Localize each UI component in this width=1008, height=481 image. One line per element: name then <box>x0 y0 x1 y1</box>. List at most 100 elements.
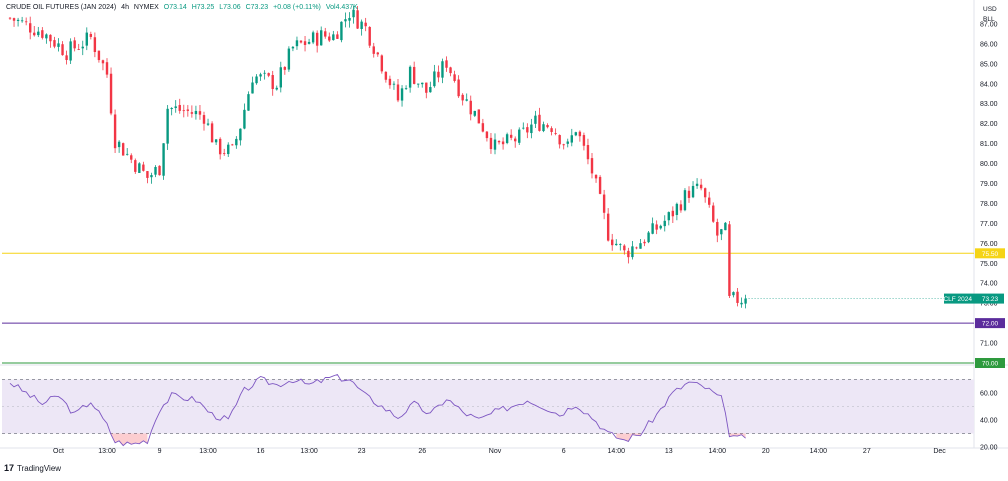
candle-body[interactable] <box>461 94 464 101</box>
candle-body[interactable] <box>449 67 452 74</box>
candle-body[interactable] <box>45 34 48 39</box>
candle-body[interactable] <box>267 73 270 76</box>
candle-body[interactable] <box>8 17 12 19</box>
candle-body[interactable] <box>473 110 476 116</box>
candle-body[interactable] <box>24 21 28 23</box>
candle-body[interactable] <box>263 72 266 74</box>
candle-body[interactable] <box>352 9 355 18</box>
candle-body[interactable] <box>324 31 327 37</box>
candle-body[interactable] <box>85 32 88 46</box>
candle-body[interactable] <box>671 210 675 217</box>
candle-body[interactable] <box>574 132 578 136</box>
candle-body[interactable] <box>218 138 222 155</box>
candle-body[interactable] <box>606 213 610 241</box>
candle-body[interactable] <box>364 22 367 27</box>
candle-body[interactable] <box>445 60 448 68</box>
candle-body[interactable] <box>611 239 614 246</box>
candle-body[interactable] <box>275 87 278 90</box>
candle-body[interactable] <box>344 19 347 22</box>
candle-body[interactable] <box>380 55 384 72</box>
candle-body[interactable] <box>675 203 679 215</box>
candle-body[interactable] <box>493 139 497 150</box>
candle-body[interactable] <box>647 232 650 243</box>
candle-body[interactable] <box>73 40 76 49</box>
candle-body[interactable] <box>740 302 743 305</box>
candle-body[interactable] <box>518 129 521 143</box>
candle-body[interactable] <box>392 83 396 85</box>
candle-body[interactable] <box>41 30 44 38</box>
candle-body[interactable] <box>360 21 363 29</box>
candle-body[interactable] <box>683 190 687 211</box>
candle-body[interactable] <box>158 165 161 176</box>
candle-body[interactable] <box>570 135 573 143</box>
candle-body[interactable] <box>295 40 299 47</box>
candle-body[interactable] <box>441 61 444 78</box>
candle-body[interactable] <box>214 139 218 143</box>
candle-body[interactable] <box>469 100 472 115</box>
candle-body[interactable] <box>514 138 517 142</box>
candle-body[interactable] <box>154 166 157 175</box>
candle-body[interactable] <box>667 212 670 221</box>
candle-body[interactable] <box>186 109 190 111</box>
candle-body[interactable] <box>37 31 40 36</box>
candle-body[interactable] <box>562 144 565 146</box>
candle-body[interactable] <box>453 74 456 81</box>
candle-body[interactable] <box>336 34 339 39</box>
candle-body[interactable] <box>481 123 485 132</box>
candle-body[interactable] <box>368 26 371 46</box>
candle-body[interactable] <box>421 82 424 85</box>
candle-body[interactable] <box>194 110 198 115</box>
candle-body[interactable] <box>190 112 194 114</box>
candle-body[interactable] <box>109 73 113 114</box>
candle-body[interactable] <box>101 60 105 64</box>
candle-body[interactable] <box>522 127 525 129</box>
candle-body[interactable] <box>437 71 440 78</box>
candle-body[interactable] <box>320 30 323 46</box>
candle-body[interactable] <box>720 229 723 235</box>
candle-body[interactable] <box>69 41 72 61</box>
candle-body[interactable] <box>182 110 185 112</box>
candle-body[interactable] <box>639 243 642 249</box>
candle-body[interactable] <box>708 197 711 205</box>
candle-body[interactable] <box>105 62 109 75</box>
candle-body[interactable] <box>691 185 695 198</box>
candle-body[interactable] <box>679 204 683 211</box>
candle-body[interactable] <box>623 245 626 251</box>
candle-body[interactable] <box>736 291 739 303</box>
candle-body[interactable] <box>631 246 634 258</box>
candle-body[interactable] <box>259 74 262 77</box>
candle-body[interactable] <box>283 67 287 70</box>
candle-body[interactable] <box>16 19 20 22</box>
candle-body[interactable] <box>162 143 165 176</box>
candle-body[interactable] <box>542 124 545 132</box>
candle-body[interactable] <box>372 46 375 54</box>
candle-body[interactable] <box>247 94 250 111</box>
candle-body[interactable] <box>687 190 691 198</box>
candle-body[interactable] <box>505 134 509 144</box>
candle-body[interactable] <box>77 49 80 50</box>
candle-body[interactable] <box>400 88 404 101</box>
candle-body[interactable] <box>590 158 594 174</box>
candle-body[interactable] <box>20 20 24 22</box>
candle-body[interactable] <box>303 41 307 45</box>
candle-body[interactable] <box>384 71 388 80</box>
candle-body[interactable] <box>489 137 493 150</box>
candle-body[interactable] <box>643 241 646 244</box>
candle-body[interactable] <box>227 144 230 155</box>
candle-body[interactable] <box>615 243 618 246</box>
candle-body[interactable] <box>550 128 553 132</box>
candle-body[interactable] <box>279 67 282 88</box>
candle-body[interactable] <box>315 32 319 46</box>
candle-body[interactable] <box>113 114 117 149</box>
candle-body[interactable] <box>251 82 254 94</box>
candle-body[interactable] <box>271 75 274 90</box>
candle-body[interactable] <box>663 220 666 227</box>
candle-body[interactable] <box>465 99 468 101</box>
candle-body[interactable] <box>582 135 586 146</box>
candle-body[interactable] <box>134 160 137 172</box>
candle-body[interactable] <box>433 71 436 87</box>
candle-body[interactable] <box>429 87 432 93</box>
candle-body[interactable] <box>287 48 291 70</box>
candle-body[interactable] <box>231 144 234 146</box>
